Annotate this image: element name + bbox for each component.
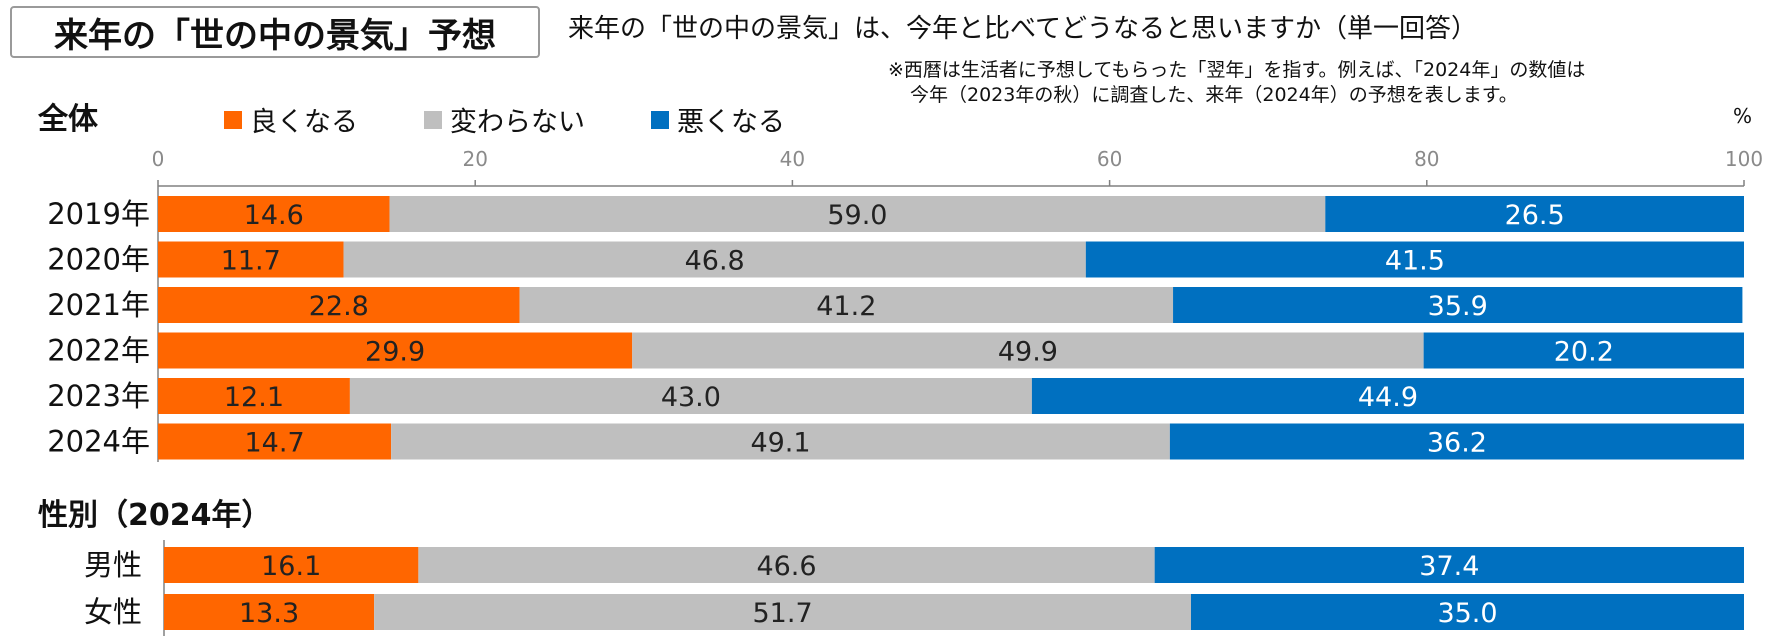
chart-title: 来年の「世の中の景気」予想 xyxy=(10,6,540,58)
overall-section-label: 全体 xyxy=(38,102,98,137)
bar-bad-2022年 xyxy=(1423,332,1744,369)
data-label-good-2021年: 22.8 xyxy=(309,291,369,322)
data-label-bad-2023年: 44.9 xyxy=(1358,382,1418,413)
gender-data-label-bad-女性: 35.0 xyxy=(1437,598,1497,629)
data-label-same-2019年: 59.0 xyxy=(827,200,887,231)
gender-bar-good-女性 xyxy=(164,594,375,630)
bar-good-2021年 xyxy=(158,287,520,323)
bar-good-2023年 xyxy=(158,378,350,414)
data-label-same-2020年: 46.8 xyxy=(685,246,745,277)
x-tick-label-0: 0 xyxy=(152,147,165,171)
survey-question: 来年の「世の中の景気」は、今年と比べてどうなると思いますか（単一回答） xyxy=(568,14,1477,44)
data-label-good-2019年: 14.6 xyxy=(244,200,304,231)
gender-data-label-good-女性: 13.3 xyxy=(239,598,299,629)
gender-bar-bad-女性 xyxy=(1191,594,1744,630)
gender-bar-good-男性 xyxy=(164,547,419,583)
bar-good-2020年 xyxy=(158,241,344,278)
bar-same-2024年 xyxy=(391,423,1170,460)
row-label-2022年: 2022年 xyxy=(47,334,150,368)
data-label-good-2022年: 29.9 xyxy=(365,337,425,368)
row-label-2024年: 2024年 xyxy=(47,425,150,459)
data-label-same-2022年: 49.9 xyxy=(998,337,1058,368)
gender-data-label-bad-男性: 37.4 xyxy=(1419,551,1479,582)
legend-swatch-bad xyxy=(651,110,669,129)
bar-same-2020年 xyxy=(343,241,1086,278)
gender-section-label: 性別（2024年） xyxy=(38,498,272,533)
gender-data-label-good-男性: 16.1 xyxy=(261,551,321,582)
x-tick-label-40: 40 xyxy=(780,147,805,171)
legend-label-same: 変わらない xyxy=(450,107,585,138)
data-label-bad-2024年: 36.2 xyxy=(1427,428,1487,459)
data-label-good-2024年: 14.7 xyxy=(245,428,305,459)
legend-label-good: 良くなる xyxy=(250,107,358,138)
data-label-same-2024年: 49.1 xyxy=(750,428,810,459)
bar-same-2023年 xyxy=(349,378,1032,414)
row-label-2021年: 2021年 xyxy=(47,288,150,322)
bar-bad-2019年 xyxy=(1325,196,1744,232)
footnote-line-1: ※西暦は生活者に予想してもらった「翌年」を指す。例えば、「2024年」の数値は xyxy=(888,59,1586,81)
data-label-same-2021年: 41.2 xyxy=(816,291,876,322)
gender-bar-same-男性 xyxy=(418,547,1155,583)
legend-item-same: 変わらない xyxy=(424,100,585,139)
footnote-line-2: 今年（2023年の秋）に調査した、来年（2024年）の予想を表します。 xyxy=(910,84,1518,106)
legend-item-bad: 悪くなる xyxy=(651,100,785,139)
legend-item-good: 良くなる xyxy=(224,100,358,139)
x-tick-label-20: 20 xyxy=(462,147,487,171)
row-label-2019年: 2019年 xyxy=(47,197,150,231)
footnote: ※西暦は生活者に予想してもらった「翌年」を指す。例えば、「2024年」の数値は … xyxy=(888,58,1585,108)
bar-good-2022年 xyxy=(158,332,633,369)
row-label-2020年: 2020年 xyxy=(47,243,150,277)
legend-label-bad: 悪くなる xyxy=(677,107,785,138)
gender-bar-bad-男性 xyxy=(1154,547,1744,583)
data-label-good-2023年: 12.1 xyxy=(224,382,284,413)
x-tick-label-80: 80 xyxy=(1414,147,1439,171)
row-label-2023年: 2023年 xyxy=(47,379,150,413)
bar-same-2022年 xyxy=(632,332,1424,369)
gender-data-label-same-男性: 46.6 xyxy=(756,551,816,582)
bar-bad-2020年 xyxy=(1085,241,1744,278)
legend-swatch-good xyxy=(224,110,242,129)
x-tick-label-60: 60 xyxy=(1097,147,1122,171)
bar-bad-2023年 xyxy=(1031,378,1744,414)
bar-bad-2021年 xyxy=(1173,287,1743,323)
bar-same-2019年 xyxy=(389,196,1326,232)
gender-row-label-女性: 女性 xyxy=(84,595,142,629)
bar-good-2019年 xyxy=(158,196,390,232)
data-label-bad-2022年: 20.2 xyxy=(1554,337,1614,368)
data-label-same-2023年: 43.0 xyxy=(661,382,721,413)
bar-good-2024年 xyxy=(158,423,392,460)
gender-bar-same-女性 xyxy=(374,594,1191,630)
x-tick-label-100: 100 xyxy=(1725,147,1763,171)
data-label-bad-2021年: 35.9 xyxy=(1428,291,1488,322)
gender-row-label-男性: 男性 xyxy=(84,548,142,582)
gender-data-label-same-女性: 51.7 xyxy=(753,598,813,629)
legend: 良くなる 変わらない 悪くなる xyxy=(224,100,851,139)
bar-bad-2024年 xyxy=(1169,423,1744,460)
data-label-good-2020年: 11.7 xyxy=(221,246,281,277)
legend-swatch-same xyxy=(424,110,442,129)
unit-label: % xyxy=(1733,104,1753,128)
data-label-bad-2020年: 41.5 xyxy=(1385,246,1445,277)
data-label-bad-2019年: 26.5 xyxy=(1505,200,1565,231)
bar-same-2021年 xyxy=(519,287,1174,323)
